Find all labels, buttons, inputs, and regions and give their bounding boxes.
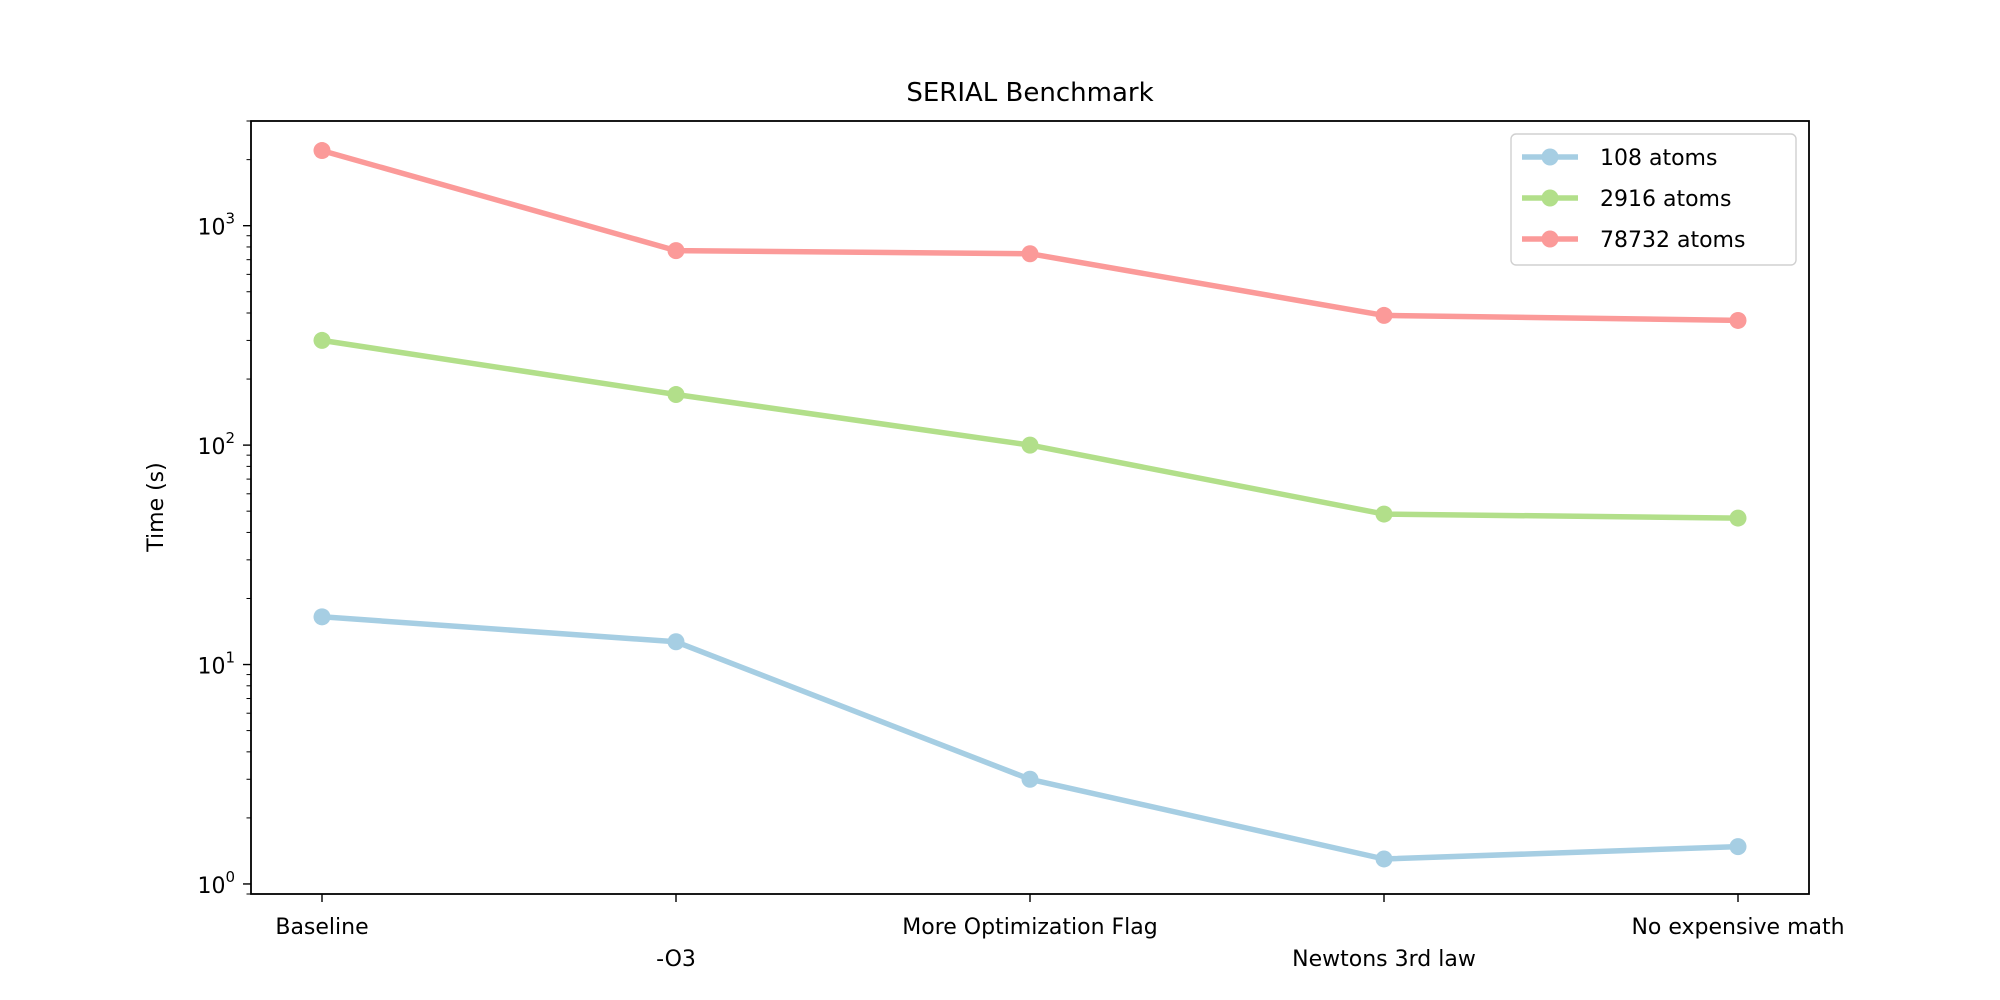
x-tick-label: Baseline — [275, 915, 368, 940]
series-line-1 — [319, 614, 1741, 862]
y-tick-label: 100 — [197, 868, 235, 899]
data-point — [1729, 838, 1747, 856]
data-point — [667, 386, 685, 404]
x-tick-label: -O3 — [656, 947, 696, 972]
data-point — [313, 142, 331, 160]
plot-area: 100 101 102 103 Baseline -O3 More Optimization… — [197, 120, 1845, 972]
data-point — [313, 608, 331, 626]
legend-box — [1510, 133, 1797, 266]
data-point — [1375, 306, 1393, 324]
legend-label: 108 atoms — [1600, 146, 1717, 171]
legend-swatch-marker — [1541, 230, 1559, 248]
data-point — [1375, 850, 1393, 868]
legend-label: 2916 atoms — [1600, 187, 1731, 212]
legend-label: 78732 atoms — [1600, 228, 1745, 253]
data-point — [1021, 770, 1039, 788]
x-tick-label: Newtons 3rd law — [1292, 947, 1476, 972]
data-point — [313, 331, 331, 349]
legend-swatch-marker — [1541, 148, 1559, 166]
data-point — [1021, 245, 1039, 263]
legend-swatch-marker — [1541, 189, 1559, 207]
data-point — [667, 242, 685, 260]
y-axis-label: Time (s) — [144, 462, 169, 552]
data-point — [1021, 436, 1039, 454]
y-tick-label: 103 — [197, 210, 235, 241]
legend: 108 atoms 2916 atoms 78732 atoms — [1510, 133, 1797, 266]
y-tick-label: 102 — [197, 429, 235, 460]
chart-title: SERIAL Benchmark — [906, 78, 1153, 108]
data-point — [1729, 509, 1747, 527]
data-point — [1729, 311, 1747, 329]
x-tick-label: More Optimization Flag — [902, 915, 1157, 940]
y-tick-label: 101 — [197, 649, 235, 680]
x-tick-label: No expensive math — [1631, 915, 1844, 940]
data-point — [667, 633, 685, 651]
data-point — [1375, 505, 1393, 523]
series-line-2 — [319, 337, 1741, 521]
